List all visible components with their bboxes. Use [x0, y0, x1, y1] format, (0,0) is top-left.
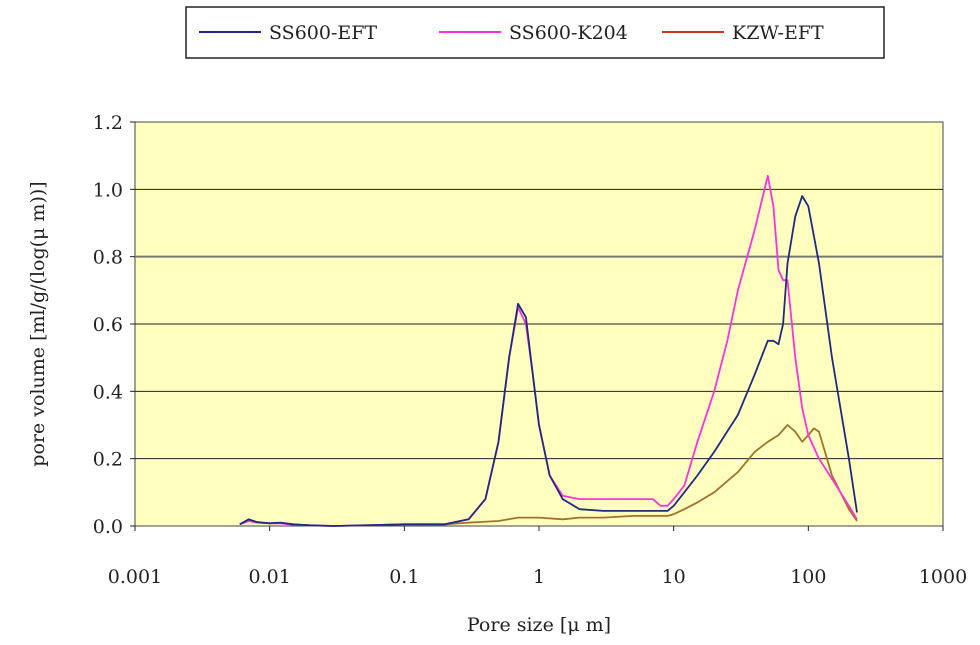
y-tick-label: 0.8	[93, 247, 123, 269]
x-axis-ticks: 0.001 0.01 0.1 1 10 100 1000	[108, 526, 967, 588]
series-line-kzw-eft	[444, 424, 858, 526]
gridlines	[135, 188, 943, 460]
y-tick-label: 0.6	[93, 314, 123, 336]
x-axis-title: Pore size [μ m]	[467, 614, 611, 636]
series-line-ss600-eft	[239, 195, 858, 527]
series-layer	[239, 175, 858, 527]
x-tick-label: 1000	[919, 566, 967, 588]
x-tick-label: 0.001	[108, 566, 162, 588]
y-tick-label: 1.2	[93, 112, 123, 134]
x-tick-label: 10	[662, 566, 686, 588]
legend-box	[185, 6, 885, 59]
legend-label: KZW-EFT	[732, 22, 824, 44]
legend: SS600-EFT SS600-K204 KZW-EFT	[185, 6, 885, 59]
y-tick-label: 0.0	[93, 516, 123, 538]
x-tick-label: 0.01	[249, 566, 291, 588]
legend-label: SS600-EFT	[269, 22, 377, 44]
y-tick-label: 0.4	[93, 381, 123, 403]
x-tick-label: 100	[790, 566, 826, 588]
y-axis-title: pore volume [ml/g/(log(μ m))]	[27, 181, 49, 466]
x-tick-label: 1	[533, 566, 545, 588]
legend-label: SS600-K204	[509, 22, 628, 44]
y-axis-ticks: 0.0 0.2 0.4 0.6 0.8 1.0 1.2	[93, 112, 135, 538]
y-tick-label: 1.0	[93, 179, 123, 201]
y-tick-label: 0.2	[93, 449, 123, 471]
x-tick-label: 0.1	[389, 566, 419, 588]
